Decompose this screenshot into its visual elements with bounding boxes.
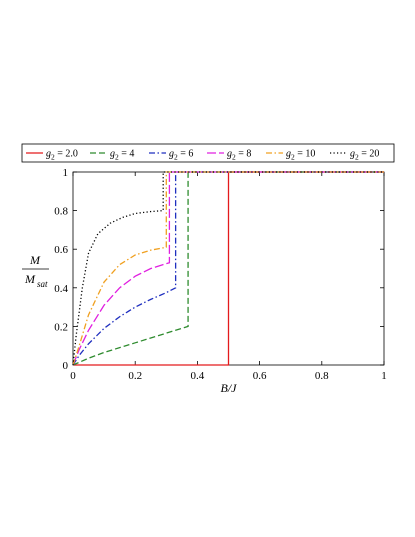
series-line-2	[72, 171, 384, 366]
series-line-5	[72, 171, 384, 366]
legend-label-subscript: 2	[291, 153, 295, 162]
legend-label-value: = 6	[178, 149, 194, 160]
y-axis-label-denominator: M	[24, 272, 36, 286]
legend-label-value: = 8	[236, 149, 252, 160]
legend-label-value: = 10	[295, 149, 316, 160]
legend-label: g2 = 10	[286, 149, 315, 162]
series-line-4	[72, 171, 384, 366]
legend-item-4: g2 = 10	[266, 149, 315, 162]
legend-label: g2 = 20	[350, 149, 379, 162]
y-tick-label: 0.2	[54, 321, 68, 333]
y-tick-label: 0.8	[54, 206, 68, 218]
x-tick-label: 0	[70, 370, 76, 382]
legend-item-2: g2 = 6	[149, 149, 193, 162]
legend-label-subscript: 2	[115, 153, 119, 162]
y-tick-label: 0.4	[54, 283, 68, 295]
legend-label-value: = 4	[119, 149, 135, 160]
legend-label-subscript: 2	[51, 153, 55, 162]
legend-label-subscript: 2	[232, 153, 236, 162]
series-line-3	[72, 171, 384, 366]
legend-label-subscript: 2	[355, 153, 359, 162]
legend-item-0: g2 = 2.0	[26, 149, 78, 162]
legend-item-5: g2 = 20	[330, 149, 379, 162]
x-tick-label: 1	[381, 370, 387, 382]
legend: g2 = 2.0 g2 = 4 g2 = 6 g2 = 8 g2 = 10 g2 = 20	[26, 149, 379, 162]
y-tick-label: 1	[63, 167, 69, 179]
series-line-1	[72, 171, 384, 366]
legend-label-base: g	[286, 149, 291, 160]
y-tick-label: 0.6	[54, 244, 68, 256]
series-lines	[72, 171, 384, 366]
legend-label-base: g	[169, 149, 174, 160]
x-tick-label: 0.6	[253, 370, 267, 382]
y-tick-label: 0	[63, 360, 69, 372]
legend-label-base: g	[350, 149, 355, 160]
series-line-0	[73, 171, 384, 366]
legend-label: g2 = 6	[169, 149, 193, 162]
legend-label-value: = 2.0	[55, 149, 78, 160]
legend-label: g2 = 8	[227, 149, 251, 162]
legend-label: g2 = 2.0	[46, 149, 78, 162]
y-axis-label-numerator: M	[29, 253, 41, 267]
legend-label-subscript: 2	[174, 153, 178, 162]
legend-label-base: g	[110, 149, 115, 160]
legend-label-base: g	[227, 149, 232, 160]
legend-label: g2 = 4	[110, 149, 134, 162]
x-tick-label: 0.4	[191, 370, 205, 382]
axis-ticks: 0 0.2 0.4 0.6 0.8 1 0 0.2 0.4 0.6 0.8 1	[54, 167, 387, 382]
y-axis-label: M M sat	[22, 253, 49, 289]
legend-label-value: = 20	[359, 149, 380, 160]
x-axis-label: B/J	[221, 381, 238, 395]
legend-item-3: g2 = 8	[207, 149, 251, 162]
y-axis-label-subscript: sat	[37, 279, 48, 289]
legend-label-base: g	[46, 149, 51, 160]
legend-item-1: g2 = 4	[90, 149, 134, 162]
x-tick-label: 0.8	[315, 370, 329, 382]
x-tick-label: 0.2	[128, 370, 142, 382]
